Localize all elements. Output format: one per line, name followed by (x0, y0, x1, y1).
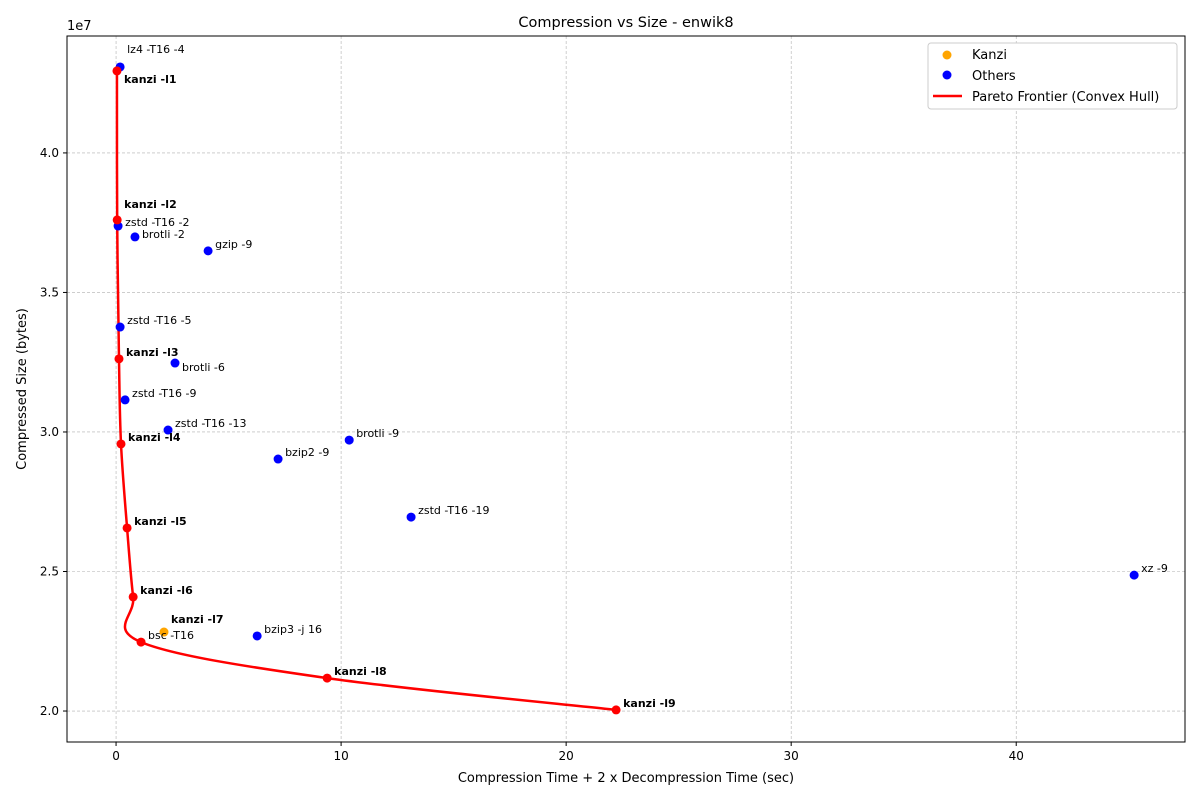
point-label: bsc -T16 (148, 629, 194, 642)
grid (67, 36, 1185, 742)
pareto-point (122, 523, 132, 533)
point-label: xz -9 (1141, 562, 1168, 575)
axes-frame (66, 35, 1186, 743)
others-point (115, 322, 125, 332)
point-label: kanzi -l6 (140, 584, 193, 597)
others-point (170, 358, 180, 368)
x-tick-label: 20 (558, 749, 573, 763)
y-tick-label: 4.0 (40, 146, 59, 160)
others-point (344, 435, 354, 445)
x-axis-label: Compression Time + 2 x Decompression Tim… (458, 771, 794, 786)
others-point (273, 454, 283, 464)
point-label: zstd -T16 -13 (175, 417, 246, 430)
point-label: kanzi -l2 (124, 198, 177, 211)
y-tick-label: 3.0 (40, 425, 59, 439)
x-tick-label: 0 (112, 749, 120, 763)
legend: Kanzi Others Pareto Frontier (Convex Hul… (927, 42, 1178, 110)
legend-marker-others (942, 70, 952, 80)
pareto-point (128, 592, 138, 602)
pareto-point (611, 705, 621, 715)
y-axis-label: Compressed Size (bytes) (15, 308, 30, 470)
others-point (203, 246, 213, 256)
legend-label-others: Others (972, 69, 1016, 84)
pareto-point (322, 673, 332, 683)
x-tick-label: 30 (784, 749, 799, 763)
pareto-point (114, 354, 124, 364)
others-point (406, 512, 416, 522)
point-label: kanzi -l3 (126, 346, 179, 359)
others-point (130, 232, 140, 242)
x-tick-label: 10 (333, 749, 348, 763)
chart-title: Compression vs Size - enwik8 (518, 15, 733, 31)
point-label: kanzi -l1 (124, 73, 177, 86)
point-label: brotli -6 (182, 361, 225, 374)
pareto-point (136, 637, 146, 647)
others-point (163, 425, 173, 435)
point-label: lz4 -T16 -4 (127, 43, 184, 56)
x-tick-label: 40 (1009, 749, 1024, 763)
legend-label-kanzi: Kanzi (972, 48, 1007, 63)
point-label: zstd -T16 -2 (125, 216, 189, 229)
ticks: 0 10 20 30 40 2.0 2.5 3.0 3.5 4.0 (40, 146, 1024, 763)
pareto-frontier (115, 70, 617, 712)
point-label: kanzi -l9 (623, 697, 676, 710)
pareto-point (112, 66, 122, 76)
point-label: bzip3 -j 16 (264, 623, 322, 636)
point-label: kanzi -l7 (171, 613, 224, 626)
others-point (120, 395, 130, 405)
point-label: zstd -T16 -19 (418, 504, 489, 517)
pareto-frontier-line (115, 70, 617, 712)
y-scale-label: 1e7 (67, 19, 92, 34)
legend-marker-kanzi (942, 50, 952, 60)
point-label: bzip2 -9 (285, 446, 329, 459)
point-label: kanzi -l8 (334, 665, 387, 678)
point-label: zstd -T16 -5 (127, 314, 191, 327)
point-label: gzip -9 (215, 238, 252, 251)
y-tick-label: 2.5 (40, 564, 59, 578)
others-point (252, 631, 262, 641)
point-label: kanzi -l5 (134, 515, 187, 528)
y-tick-label: 3.5 (40, 285, 59, 299)
others-point (1129, 570, 1139, 580)
pareto-point (112, 215, 122, 225)
legend-box (927, 42, 1178, 110)
point-label: brotli -2 (142, 228, 185, 241)
kanzi-point (159, 627, 169, 637)
point-label: brotli -9 (356, 427, 399, 440)
y-tick-label: 2.0 (40, 704, 59, 718)
pareto-point (116, 439, 126, 449)
legend-label-pareto: Pareto Frontier (Convex Hull) (972, 90, 1159, 105)
point-label: zstd -T16 -9 (132, 387, 196, 400)
point-label: kanzi -l4 (128, 431, 181, 444)
